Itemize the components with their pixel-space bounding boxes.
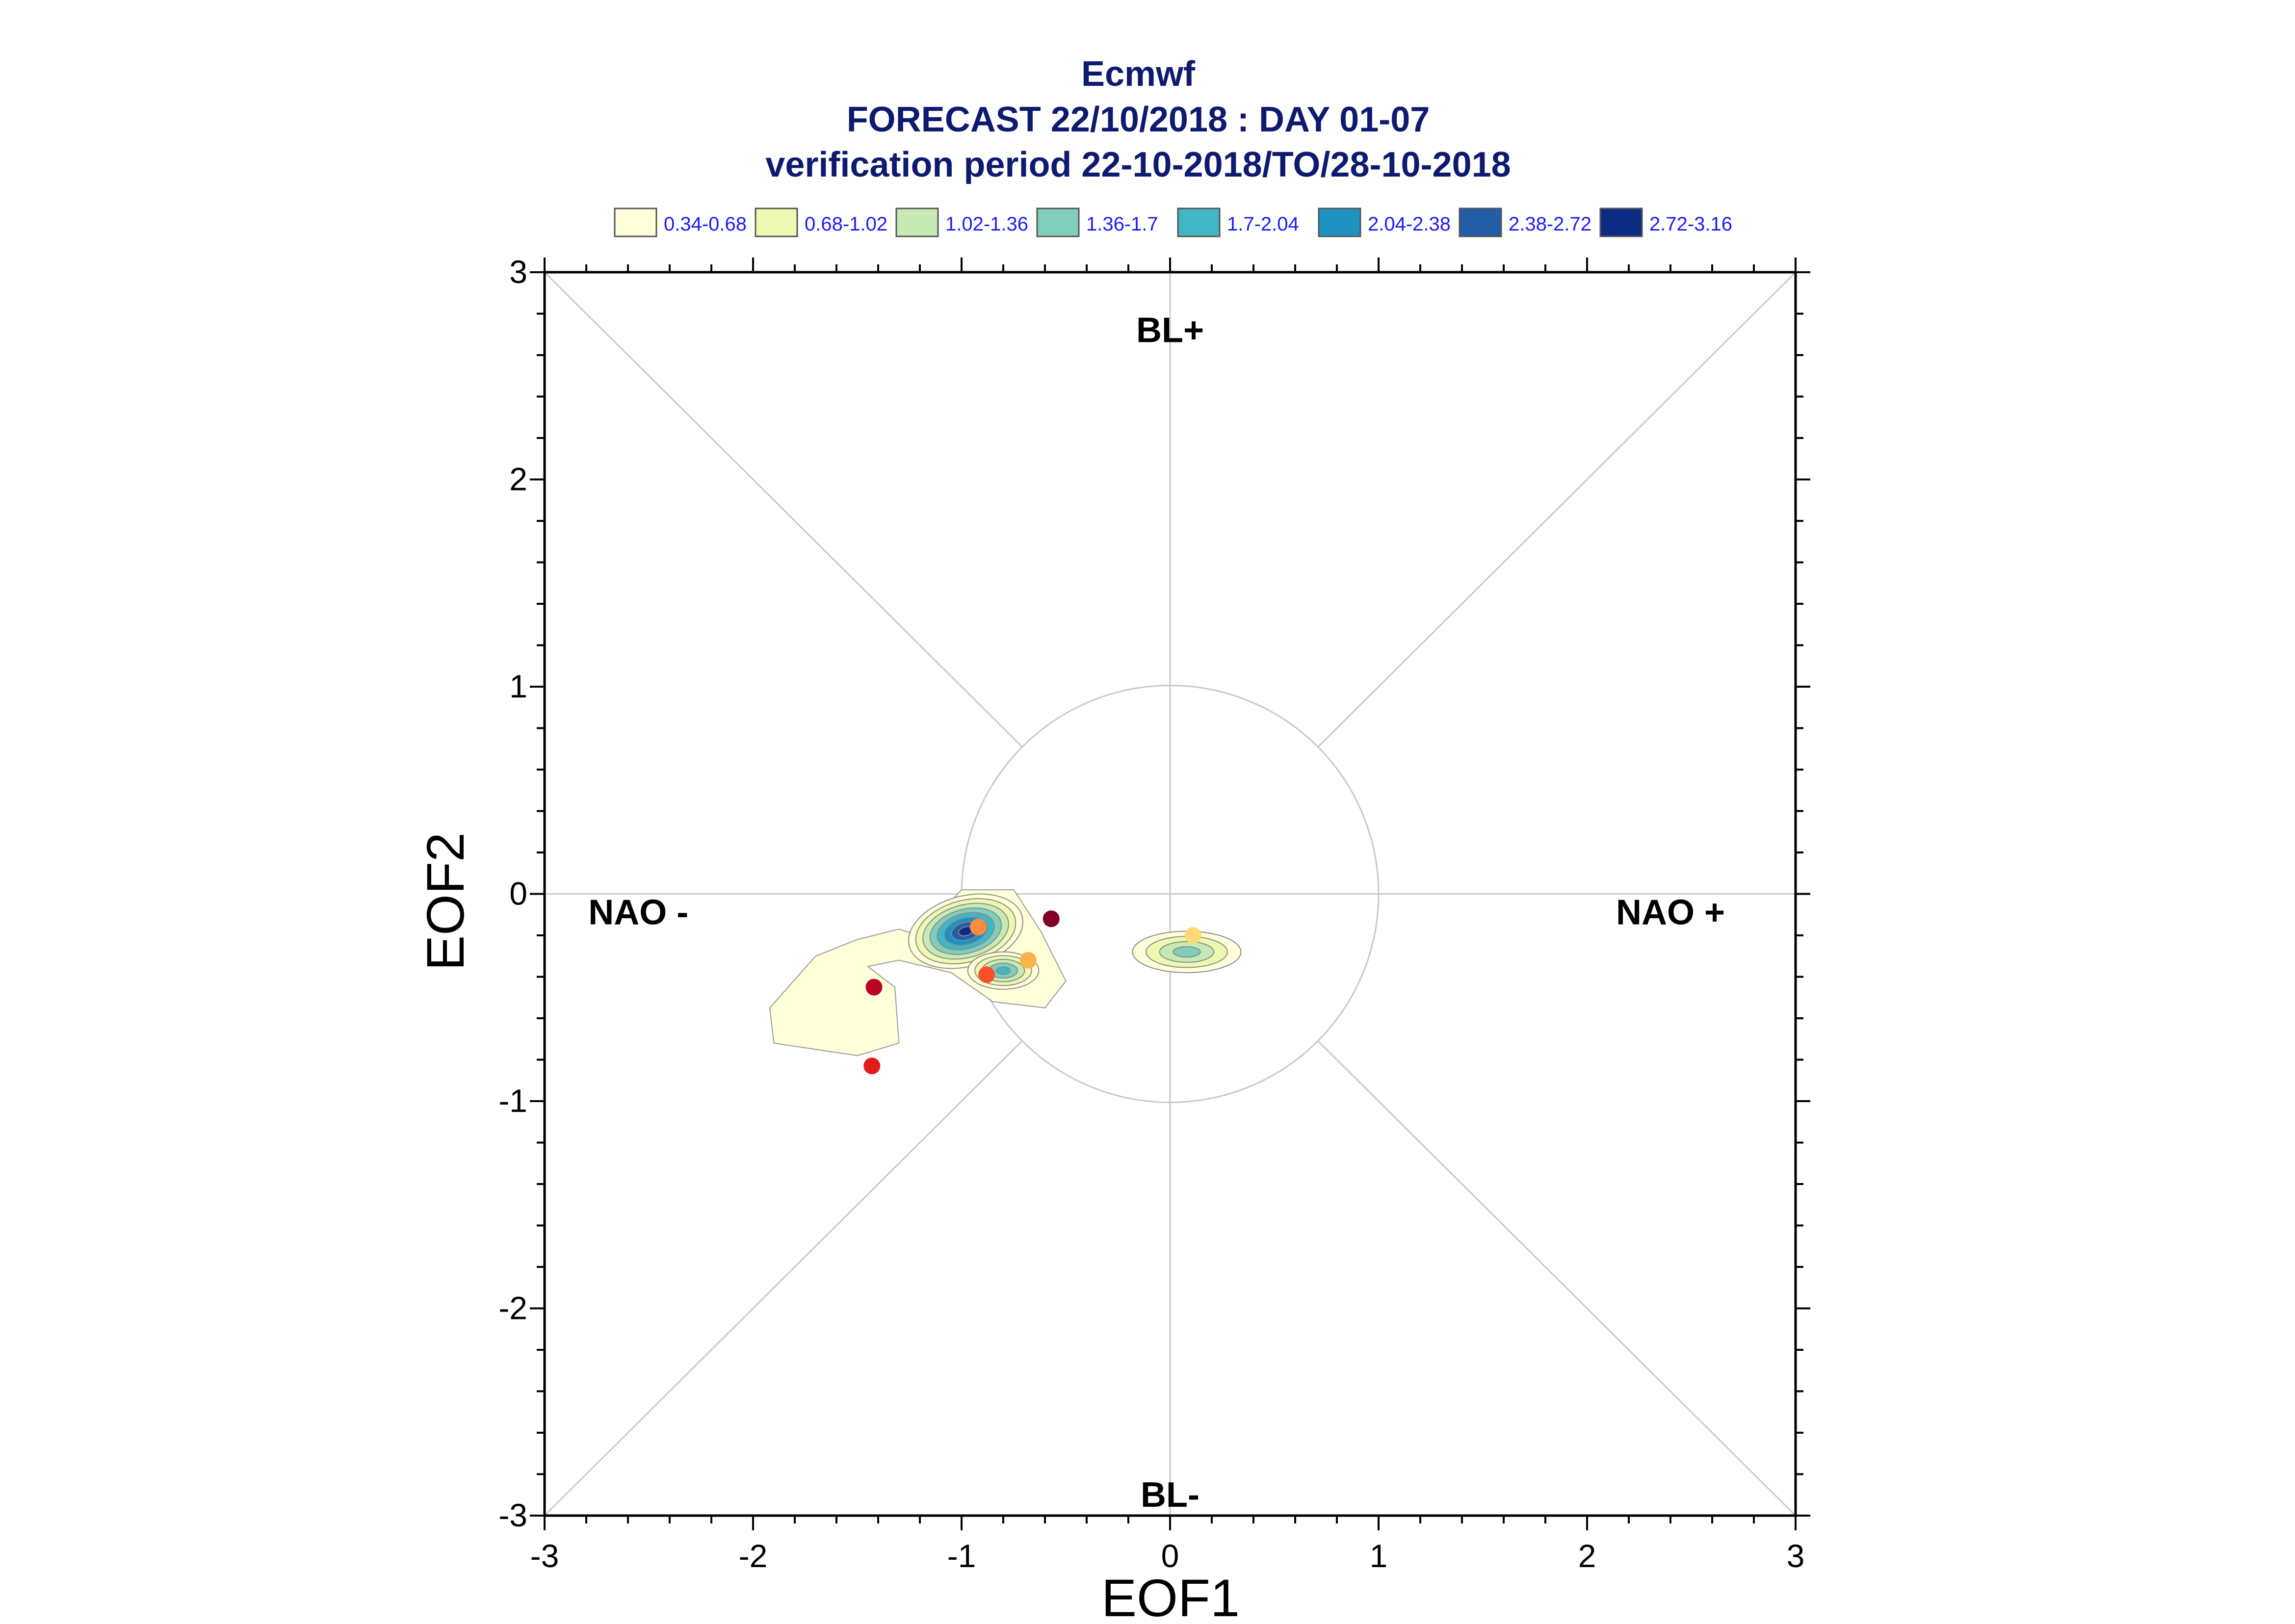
chart-subtitle-2: verification period 22-10-2018/TO/28-10-… bbox=[765, 145, 1511, 184]
legend-swatch bbox=[1177, 207, 1221, 237]
legend-entry: 2.72-3.16 bbox=[1599, 207, 1732, 237]
legend-swatch bbox=[755, 207, 798, 237]
legend-entry: 1.7-2.04 bbox=[1177, 207, 1299, 237]
y-tick-label: 3 bbox=[509, 254, 527, 290]
y-axis-title: EOF2 bbox=[416, 832, 475, 971]
regime-label: BL- bbox=[1141, 1475, 1200, 1515]
data-points bbox=[863, 910, 1201, 1075]
guide-lines bbox=[544, 271, 1797, 1517]
data-point bbox=[1043, 910, 1060, 928]
legend-entry: 1.36-1.7 bbox=[1036, 207, 1158, 237]
x-tick-label: -3 bbox=[530, 1538, 559, 1574]
data-point bbox=[1020, 952, 1037, 969]
data-point bbox=[1184, 927, 1201, 944]
legend-label: 1.02-1.36 bbox=[945, 213, 1028, 235]
legend-swatch bbox=[895, 207, 939, 237]
legend-label: 0.34-0.68 bbox=[664, 213, 747, 235]
legend-swatch bbox=[1318, 207, 1361, 237]
y-tick-label: 2 bbox=[509, 461, 527, 497]
y-tick-label: 0 bbox=[509, 876, 527, 912]
legend-label: 1.7-2.04 bbox=[1227, 213, 1299, 235]
regime-label: NAO - bbox=[588, 893, 688, 932]
axis-ticks: -3 -2 -1 0 1 2 3 3 2 1 0 -1 -2 -3 bbox=[498, 254, 1810, 1574]
legend-entry: 2.38-2.72 bbox=[1459, 207, 1591, 237]
y-tick-label: -2 bbox=[498, 1290, 527, 1326]
diagonal-line bbox=[1317, 271, 1797, 748]
x-tick-label: 1 bbox=[1370, 1538, 1388, 1574]
x-tick-label: 2 bbox=[1578, 1538, 1596, 1574]
legend-swatch bbox=[1599, 207, 1643, 237]
x-tick-label: -2 bbox=[739, 1538, 768, 1574]
x-tick-label: 0 bbox=[1161, 1538, 1179, 1574]
legend-entry: 1.02-1.36 bbox=[895, 207, 1028, 237]
x-tick-label: 3 bbox=[1787, 1538, 1805, 1574]
diagonal-line bbox=[544, 1040, 1023, 1517]
y-tick-label: 1 bbox=[509, 668, 527, 704]
density-contour bbox=[1173, 946, 1201, 958]
legend-label: 2.72-3.16 bbox=[1649, 213, 1732, 235]
legend-entry: 0.34-0.68 bbox=[614, 207, 747, 237]
chart-subtitle: FORECAST 22/10/2018 : DAY 01-07 bbox=[847, 100, 1430, 139]
regime-label: BL+ bbox=[1136, 310, 1204, 350]
density-contours bbox=[769, 889, 1242, 1057]
data-point bbox=[863, 1057, 881, 1075]
legend-label: 2.38-2.72 bbox=[1509, 213, 1591, 235]
diagonal-line bbox=[544, 271, 1023, 748]
regime-labels: BL+ BL- NAO - NAO + bbox=[588, 310, 1725, 1514]
legend-entry: 2.04-2.38 bbox=[1318, 207, 1451, 237]
legend-label: 1.36-1.7 bbox=[1086, 213, 1158, 235]
plot-area: -3 -2 -1 0 1 2 3 3 2 1 0 -1 -2 -3 BL+ BL- NAO - NAO + bbox=[498, 254, 1810, 1574]
data-point bbox=[978, 966, 995, 983]
legend-label: 0.68-1.02 bbox=[805, 213, 887, 235]
regime-label: NAO + bbox=[1616, 893, 1725, 932]
legend-label: 2.04-2.38 bbox=[1368, 213, 1451, 235]
y-tick-label: -1 bbox=[498, 1083, 527, 1119]
data-point bbox=[970, 919, 987, 936]
legend-entry: 0.68-1.02 bbox=[755, 207, 887, 237]
x-tick-label: -1 bbox=[947, 1538, 976, 1574]
density-contour bbox=[995, 966, 1011, 975]
y-tick-label: -3 bbox=[498, 1497, 527, 1533]
legend-swatch bbox=[1459, 207, 1502, 237]
legend-swatch bbox=[1036, 207, 1080, 237]
legend: 0.34-0.68 0.68-1.02 1.02-1.36 1.36-1.7 1.7-2… bbox=[614, 207, 1732, 237]
legend-swatch bbox=[614, 207, 657, 237]
diagonal-line bbox=[1317, 1040, 1797, 1517]
chart-title: Ecmwf bbox=[1081, 54, 1196, 94]
data-point bbox=[865, 979, 883, 996]
x-axis-title: EOF1 bbox=[1101, 1568, 1240, 1624]
